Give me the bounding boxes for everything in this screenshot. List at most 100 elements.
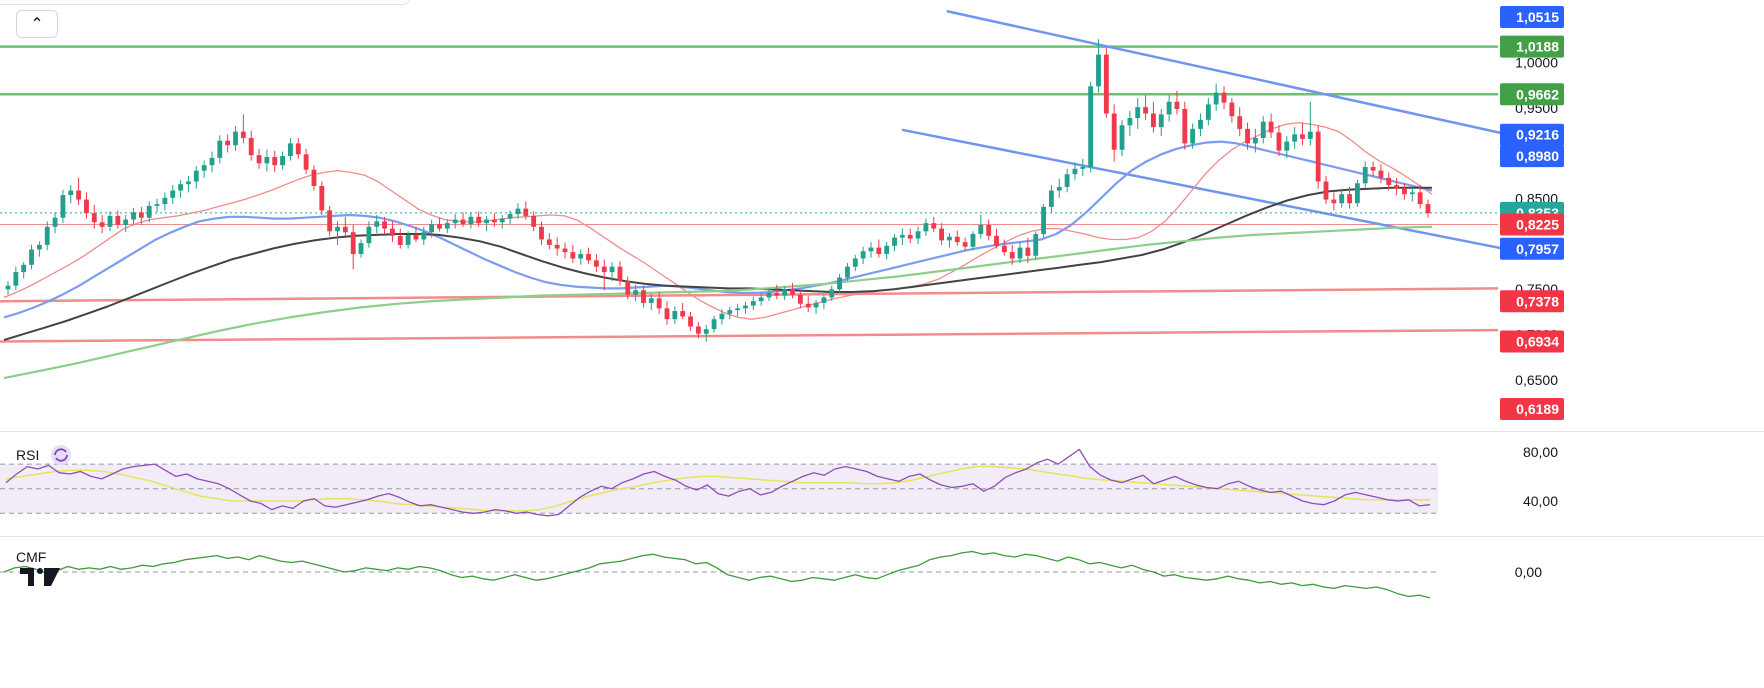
price-label-text: 0,9662 [1516,86,1559,102]
candle-body [44,226,50,245]
candle-body [342,226,348,233]
candle [256,148,262,169]
candle [335,221,340,245]
candle-body [743,305,748,309]
candle [1260,116,1266,144]
candle-body [99,222,105,227]
candle-body [1041,206,1046,235]
candle-body [570,252,576,259]
candle [1205,98,1211,126]
candle [947,233,952,248]
candle-body [1096,54,1101,87]
candle [295,137,301,159]
candle [656,292,662,314]
candle-body [1331,199,1337,204]
candle [978,214,984,239]
candle [1213,83,1219,111]
price-label-text: 0,7378 [1516,293,1559,309]
candle-body [860,251,866,259]
candle-body [131,212,136,220]
candle-body [1213,92,1219,105]
candle [499,214,505,229]
candle [413,226,419,243]
candle [1001,239,1007,256]
candle-body [695,326,701,334]
candle-body [876,247,882,254]
candle [852,254,858,272]
candle [1119,119,1125,157]
candle-body [1135,107,1141,119]
candle-body [884,245,890,254]
candle-body [970,234,976,247]
candle [13,266,19,291]
price-label-badge: 0,8980 [1500,145,1564,168]
candle [1166,95,1172,122]
candle-body [5,285,11,290]
candle-body [1072,168,1078,175]
candle-body [170,190,176,198]
price-label-bg [1500,213,1564,236]
candle [1143,95,1148,120]
cmf-axis-tick: 0,00 [1515,564,1542,580]
support-trendline [0,287,1499,303]
candle [1252,128,1258,153]
candle [154,198,160,213]
candle-body [782,289,788,296]
candle [1237,107,1243,137]
candle-body [421,232,427,240]
price-label-text: 0,9216 [1516,127,1559,143]
candle [805,295,811,312]
candle [1409,185,1415,202]
candle [1111,104,1117,162]
candle-body [899,234,905,238]
candle-body [994,235,999,246]
candle [1198,113,1203,137]
candle-body [1354,183,1360,204]
candle-body [1017,247,1023,259]
candle [1182,101,1188,150]
candle [280,151,286,170]
candle-body [68,190,74,196]
candle [546,233,552,250]
candle [468,212,474,229]
candle-body [1025,247,1031,256]
candle [240,114,246,144]
candle [797,290,803,309]
candle-body [1402,188,1407,195]
candle-body [1425,204,1431,214]
candle-body [1150,113,1156,128]
price-label-bg [1500,398,1564,420]
candle-body [146,205,152,218]
price-axis-tick: 1,0000 [1515,55,1558,71]
collapse-panel-button[interactable]: ⌃ [16,10,58,38]
candle-body [1260,121,1266,138]
candle [1229,98,1235,123]
candle [1307,101,1313,146]
candle [1284,136,1290,158]
candle [76,177,82,206]
candle [288,137,293,161]
candle-body [1362,166,1368,184]
candle-body [468,216,474,225]
candle-body [554,244,560,249]
candle-body [1182,108,1188,144]
candle-body [1229,102,1235,117]
candle [1127,110,1133,137]
candle-body [507,214,513,219]
price-label-bg [1500,123,1564,146]
candle [484,215,489,232]
candle-body [413,234,419,240]
candle [44,221,50,251]
price-label-badge: 0,9662 [1500,83,1564,106]
candle [743,301,748,314]
candle-body [1111,113,1117,150]
candle-body [1394,185,1400,189]
rsi-pane-label: RSI [16,447,39,463]
candle-body [954,236,960,243]
candle [193,166,199,189]
candle-body [295,143,301,155]
candle-body [1409,192,1415,195]
candle-body [280,156,286,166]
candle [507,210,513,225]
